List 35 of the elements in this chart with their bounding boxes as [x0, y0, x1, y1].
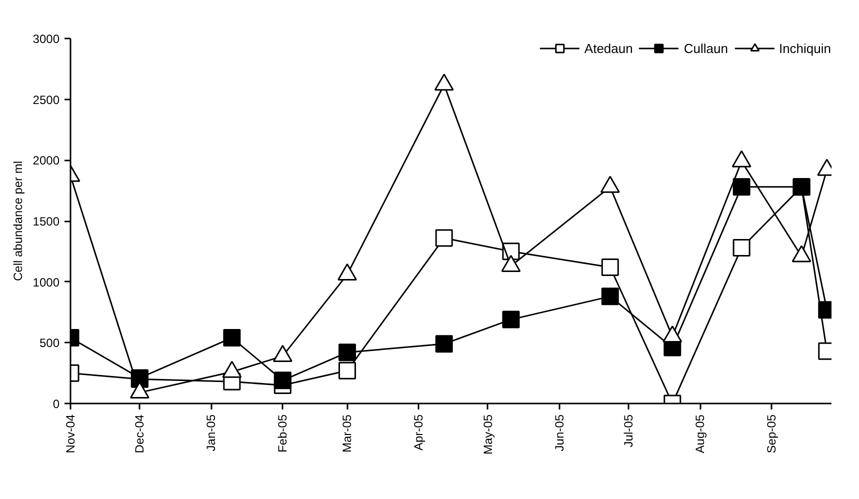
y-tick-label: 3000	[32, 32, 60, 46]
point	[601, 288, 619, 306]
point	[338, 344, 356, 362]
y-axis-title: Cell abundance per ml	[10, 160, 25, 282]
legend-label: Cullaun	[684, 40, 728, 56]
point	[732, 150, 752, 168]
x-tick-label: Sep-05	[764, 414, 779, 454]
point	[732, 239, 750, 257]
point	[502, 310, 520, 328]
y-tick-label: 500	[39, 336, 60, 350]
x-tick-label: Nov-04	[64, 414, 78, 454]
x-tick-label: Apr-05	[412, 414, 426, 451]
point	[338, 362, 356, 380]
x-tick-label: Dec-04	[132, 414, 147, 454]
x-tick-label: Jul-05	[622, 414, 636, 448]
point	[600, 176, 620, 193]
y-tick-label: 2000	[32, 154, 60, 168]
x-tick-label: Jan-05	[204, 414, 218, 452]
legend-label: Inchiquin	[778, 40, 831, 56]
x-tick-label: Aug-05	[693, 414, 708, 454]
point	[274, 372, 292, 390]
point	[434, 74, 454, 91]
y-tick-label: 2500	[32, 92, 60, 107]
x-tick-label: Jun-05	[552, 414, 566, 452]
x-tick-label: May-05	[480, 414, 495, 455]
y-tick-label: 1500	[32, 214, 60, 228]
point	[435, 229, 453, 247]
legend-label: Atedaun	[584, 40, 633, 56]
x-tick-label: Mar-05	[340, 414, 354, 453]
x-tick-label: Feb-05	[276, 414, 290, 453]
point	[223, 329, 241, 347]
y-tick-label: 0	[52, 397, 60, 411]
y-tick-label: 1000	[32, 275, 60, 290]
point	[435, 335, 453, 353]
point	[601, 258, 619, 276]
